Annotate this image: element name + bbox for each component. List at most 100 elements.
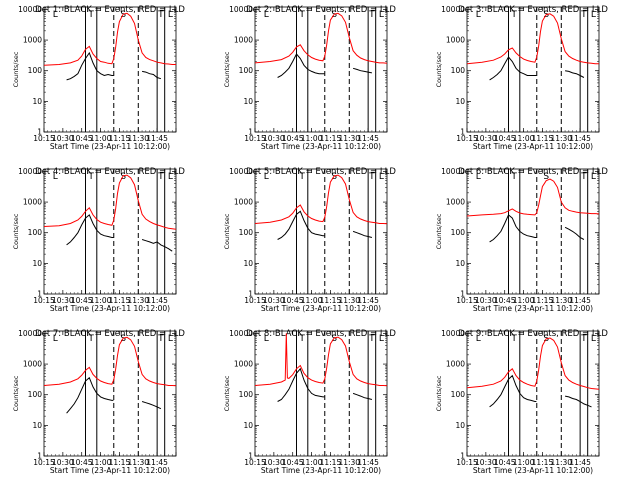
- panel-title: Det 4: BLACK = Events, RED = LLD: [35, 167, 185, 177]
- detector-panel-8: Det 8: BLACK = Events, RED = LLD Counts/s…: [223, 329, 396, 475]
- x-tick-label: 10:15: [456, 296, 478, 305]
- x-tick-label: 10:45: [71, 458, 93, 467]
- detector-panel-4: Det 4: BLACK = Events, RED = LLD Counts/s…: [12, 167, 185, 313]
- y-tick-label: 100: [451, 228, 466, 237]
- plot-frame: [43, 168, 177, 295]
- x-tick-label: 11:00: [301, 134, 323, 143]
- y-tick-label: 10000: [441, 5, 465, 14]
- y-tick-label: 1000: [234, 360, 253, 369]
- x-tick-label: 10:15: [244, 458, 266, 467]
- region-letter: L: [591, 172, 596, 182]
- x-axis-label: Start Time (23-Apr-11 10:12:00): [473, 142, 593, 151]
- region-letter: S: [543, 172, 549, 182]
- x-tick-label: 11:45: [146, 458, 168, 467]
- region-letter: L: [264, 172, 269, 182]
- region-letter: S: [331, 10, 337, 20]
- y-tick-label: 1000: [234, 198, 253, 207]
- lld-series-line: [467, 178, 599, 217]
- x-tick-label: 10:30: [52, 134, 74, 143]
- region-letter: T: [87, 172, 94, 182]
- y-tick-label: 100: [28, 390, 43, 399]
- region-letter: L: [264, 334, 269, 344]
- events-series-line: [489, 214, 585, 243]
- plot-frame: [43, 6, 177, 133]
- x-tick-label: 11:00: [513, 134, 535, 143]
- detector-panel-6: Det 6: BLACK = Events, RED = LLD Counts/s…: [435, 167, 608, 313]
- y-tick-label: 100: [451, 66, 466, 75]
- plot-frame: [43, 330, 177, 457]
- region-letter: T: [298, 172, 305, 182]
- y-axis-label: Counts/sec: [223, 375, 231, 411]
- detector-panel-7: Det 7: BLACK = Events, RED = LLD Counts/s…: [12, 329, 185, 475]
- region-letter: T: [368, 334, 375, 344]
- x-axis-label: Start Time (23-Apr-11 10:12:00): [50, 466, 170, 475]
- events-series-line: [489, 56, 585, 81]
- y-tick-label: 10: [455, 259, 465, 268]
- x-tick-label: 11:45: [146, 134, 168, 143]
- y-tick-label: 10: [455, 421, 465, 430]
- events-series-line: [66, 376, 162, 414]
- lld-series-line: [44, 12, 176, 66]
- region-letter: L: [591, 10, 596, 20]
- y-tick-label: 10000: [441, 167, 465, 176]
- x-tick-label: 10:15: [33, 134, 55, 143]
- lld-series-line: [255, 333, 387, 387]
- y-tick-label: 100: [28, 228, 43, 237]
- y-tick-label: 10: [32, 259, 42, 268]
- region-letter: L: [379, 10, 384, 20]
- x-tick-label: 10:30: [263, 458, 285, 467]
- x-tick-label: 11:00: [301, 458, 323, 467]
- x-axis-label: Start Time (23-Apr-11 10:12:00): [261, 304, 381, 313]
- y-axis-label: Counts/sec: [435, 213, 443, 249]
- x-tick-label: 10:45: [494, 296, 516, 305]
- x-tick-label: 11:30: [550, 458, 572, 467]
- x-tick-label: 11:30: [127, 296, 149, 305]
- events-series-line: [277, 53, 373, 78]
- x-tick-label: 11:15: [532, 134, 554, 143]
- events-series-line: [66, 214, 173, 252]
- x-tick-label: 11:15: [320, 296, 342, 305]
- region-letter: S: [331, 172, 337, 182]
- y-tick-label: 1: [37, 452, 42, 461]
- region-letter: T: [157, 10, 164, 20]
- lld-series-line: [255, 12, 387, 64]
- region-letter: L: [53, 172, 58, 182]
- x-tick-label: 10:45: [494, 134, 516, 143]
- y-tick-label: 1000: [446, 198, 465, 207]
- y-axis-label: Counts/sec: [12, 51, 20, 87]
- y-tick-label: 1: [37, 128, 42, 137]
- x-tick-label: 10:30: [52, 458, 74, 467]
- x-axis-label: Start Time (23-Apr-11 10:12:00): [261, 142, 381, 151]
- x-tick-label: 10:30: [263, 296, 285, 305]
- x-tick-label: 11:30: [338, 134, 360, 143]
- x-tick-label: 10:15: [244, 296, 266, 305]
- x-tick-label: 11:15: [109, 458, 131, 467]
- region-letter: S: [120, 172, 126, 182]
- events-series-line: [66, 51, 162, 81]
- y-tick-label: 10000: [441, 329, 465, 338]
- x-tick-label: 11:15: [109, 296, 131, 305]
- x-axis-label: Start Time (23-Apr-11 10:12:00): [473, 304, 593, 313]
- x-tick-label: 10:45: [282, 296, 304, 305]
- y-tick-label: 10000: [18, 329, 42, 338]
- panel-title: Det 2: BLACK = Events, RED = LLD: [246, 5, 396, 15]
- region-letter: L: [53, 334, 58, 344]
- region-letter: T: [510, 334, 517, 344]
- panel-title: Det 9: BLACK = Events, RED = LLD: [458, 329, 608, 339]
- detector-panel-1: Det 1: BLACK = Events, RED = LLD Counts/s…: [12, 5, 185, 151]
- x-tick-label: 11:00: [90, 458, 112, 467]
- region-letter: L: [591, 334, 596, 344]
- region-letter: T: [510, 10, 517, 20]
- plot-frame: [254, 6, 388, 133]
- y-tick-label: 100: [239, 228, 254, 237]
- detector-panel-2: Det 2: BLACK = Events, RED = LLD Counts/s…: [223, 5, 396, 151]
- detector-panel-3: Det 3: BLACK = Events, RED = LLD Counts/s…: [435, 5, 608, 151]
- x-tick-label: 10:30: [263, 134, 285, 143]
- x-tick-label: 11:45: [146, 296, 168, 305]
- panel-title: Det 5: BLACK = Events, RED = LLD: [246, 167, 396, 177]
- region-letter: T: [298, 334, 305, 344]
- x-tick-label: 11:45: [357, 296, 379, 305]
- region-letter: T: [510, 172, 517, 182]
- region-letter: T: [298, 10, 305, 20]
